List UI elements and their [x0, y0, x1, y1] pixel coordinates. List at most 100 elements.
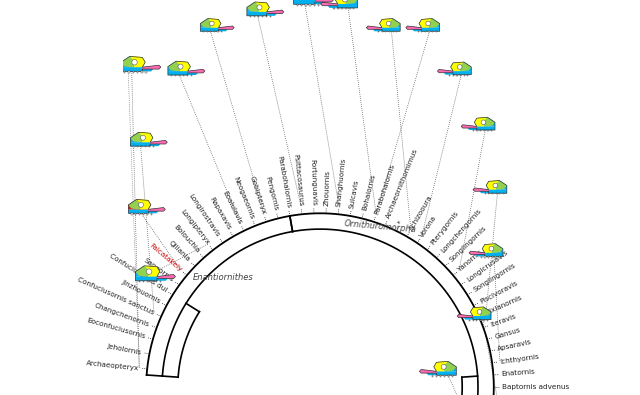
Text: Neogaeornis: Neogaeornis [232, 175, 255, 220]
Polygon shape [255, 2, 269, 12]
Polygon shape [142, 65, 161, 69]
Text: Gobipteryx: Gobipteryx [248, 175, 267, 215]
Polygon shape [328, 4, 358, 8]
FancyBboxPatch shape [305, 4, 307, 6]
FancyBboxPatch shape [266, 16, 267, 17]
FancyBboxPatch shape [436, 375, 437, 376]
Text: Longicrusavis: Longicrusavis [465, 249, 509, 283]
FancyBboxPatch shape [143, 213, 145, 214]
FancyBboxPatch shape [143, 281, 144, 282]
Text: Pengornis: Pengornis [264, 176, 279, 212]
Polygon shape [445, 361, 456, 371]
Polygon shape [168, 61, 180, 71]
Polygon shape [483, 244, 495, 253]
Polygon shape [451, 62, 471, 71]
Polygon shape [461, 125, 477, 128]
Polygon shape [188, 69, 205, 73]
Ellipse shape [140, 135, 145, 140]
Polygon shape [136, 199, 151, 209]
Text: Eoalulavis: Eoalulavis [221, 190, 243, 225]
Polygon shape [131, 132, 142, 142]
Polygon shape [247, 12, 276, 16]
Polygon shape [335, 0, 349, 4]
FancyBboxPatch shape [128, 71, 130, 73]
Ellipse shape [387, 21, 391, 26]
Polygon shape [473, 188, 489, 191]
Polygon shape [461, 62, 471, 71]
Polygon shape [412, 28, 440, 31]
FancyBboxPatch shape [476, 320, 477, 321]
FancyBboxPatch shape [396, 31, 397, 32]
Polygon shape [474, 117, 495, 126]
FancyBboxPatch shape [421, 31, 422, 32]
Text: Psittacosaurus: Psittacosaurus [292, 154, 304, 207]
Polygon shape [176, 61, 191, 71]
FancyBboxPatch shape [487, 320, 488, 321]
FancyBboxPatch shape [452, 375, 453, 376]
Polygon shape [247, 2, 259, 12]
FancyBboxPatch shape [492, 193, 493, 194]
FancyBboxPatch shape [179, 75, 180, 76]
Text: Songlingornis: Songlingornis [449, 225, 488, 263]
Ellipse shape [426, 21, 431, 26]
FancyBboxPatch shape [381, 31, 383, 32]
FancyBboxPatch shape [432, 31, 433, 32]
FancyBboxPatch shape [460, 75, 461, 76]
Polygon shape [476, 253, 503, 256]
Text: Schizooura: Schizooura [408, 194, 433, 231]
Polygon shape [247, 2, 269, 12]
Polygon shape [315, 0, 333, 2]
FancyBboxPatch shape [449, 75, 451, 76]
Polygon shape [131, 132, 153, 142]
FancyBboxPatch shape [149, 146, 150, 147]
FancyBboxPatch shape [182, 75, 184, 76]
Text: Confuciusornis sanctus: Confuciusornis sanctus [77, 276, 156, 316]
Polygon shape [366, 26, 382, 29]
Text: Fortunguavis: Fortunguavis [309, 158, 317, 206]
Text: Baptornis advenus: Baptornis advenus [502, 384, 569, 390]
Text: Jeholornis: Jeholornis [107, 343, 142, 356]
Ellipse shape [493, 183, 497, 188]
FancyBboxPatch shape [456, 75, 458, 76]
Text: Vorona: Vorona [419, 214, 438, 238]
Polygon shape [130, 56, 145, 67]
Text: Falcatakely: Falcatakely [148, 242, 183, 273]
Polygon shape [136, 266, 148, 276]
FancyBboxPatch shape [353, 8, 355, 9]
Polygon shape [457, 314, 473, 318]
FancyBboxPatch shape [392, 31, 394, 32]
FancyBboxPatch shape [472, 320, 474, 321]
Polygon shape [464, 316, 491, 320]
FancyBboxPatch shape [139, 281, 140, 282]
FancyBboxPatch shape [481, 256, 482, 258]
Ellipse shape [489, 246, 493, 251]
FancyBboxPatch shape [499, 256, 500, 258]
Polygon shape [486, 181, 507, 190]
Ellipse shape [257, 5, 262, 10]
Polygon shape [437, 70, 453, 73]
Text: Confuciusornis dui: Confuciusornis dui [108, 253, 168, 293]
Polygon shape [121, 56, 134, 67]
Polygon shape [136, 266, 160, 276]
FancyBboxPatch shape [296, 4, 298, 6]
Polygon shape [480, 307, 491, 316]
FancyBboxPatch shape [160, 281, 161, 282]
FancyBboxPatch shape [147, 281, 148, 282]
Polygon shape [470, 307, 484, 316]
FancyBboxPatch shape [495, 193, 497, 194]
Polygon shape [406, 26, 422, 29]
Polygon shape [419, 369, 436, 373]
FancyBboxPatch shape [436, 31, 437, 32]
Text: Iteravis: Iteravis [490, 313, 517, 328]
Text: Jinzhouornis: Jinzhouornis [120, 279, 161, 305]
Polygon shape [434, 361, 448, 371]
Ellipse shape [458, 65, 462, 69]
FancyBboxPatch shape [133, 146, 134, 147]
FancyBboxPatch shape [214, 31, 215, 32]
Ellipse shape [477, 310, 482, 314]
Polygon shape [373, 28, 400, 31]
Ellipse shape [147, 269, 152, 275]
Ellipse shape [138, 202, 143, 207]
FancyBboxPatch shape [253, 16, 255, 17]
Polygon shape [157, 275, 175, 278]
